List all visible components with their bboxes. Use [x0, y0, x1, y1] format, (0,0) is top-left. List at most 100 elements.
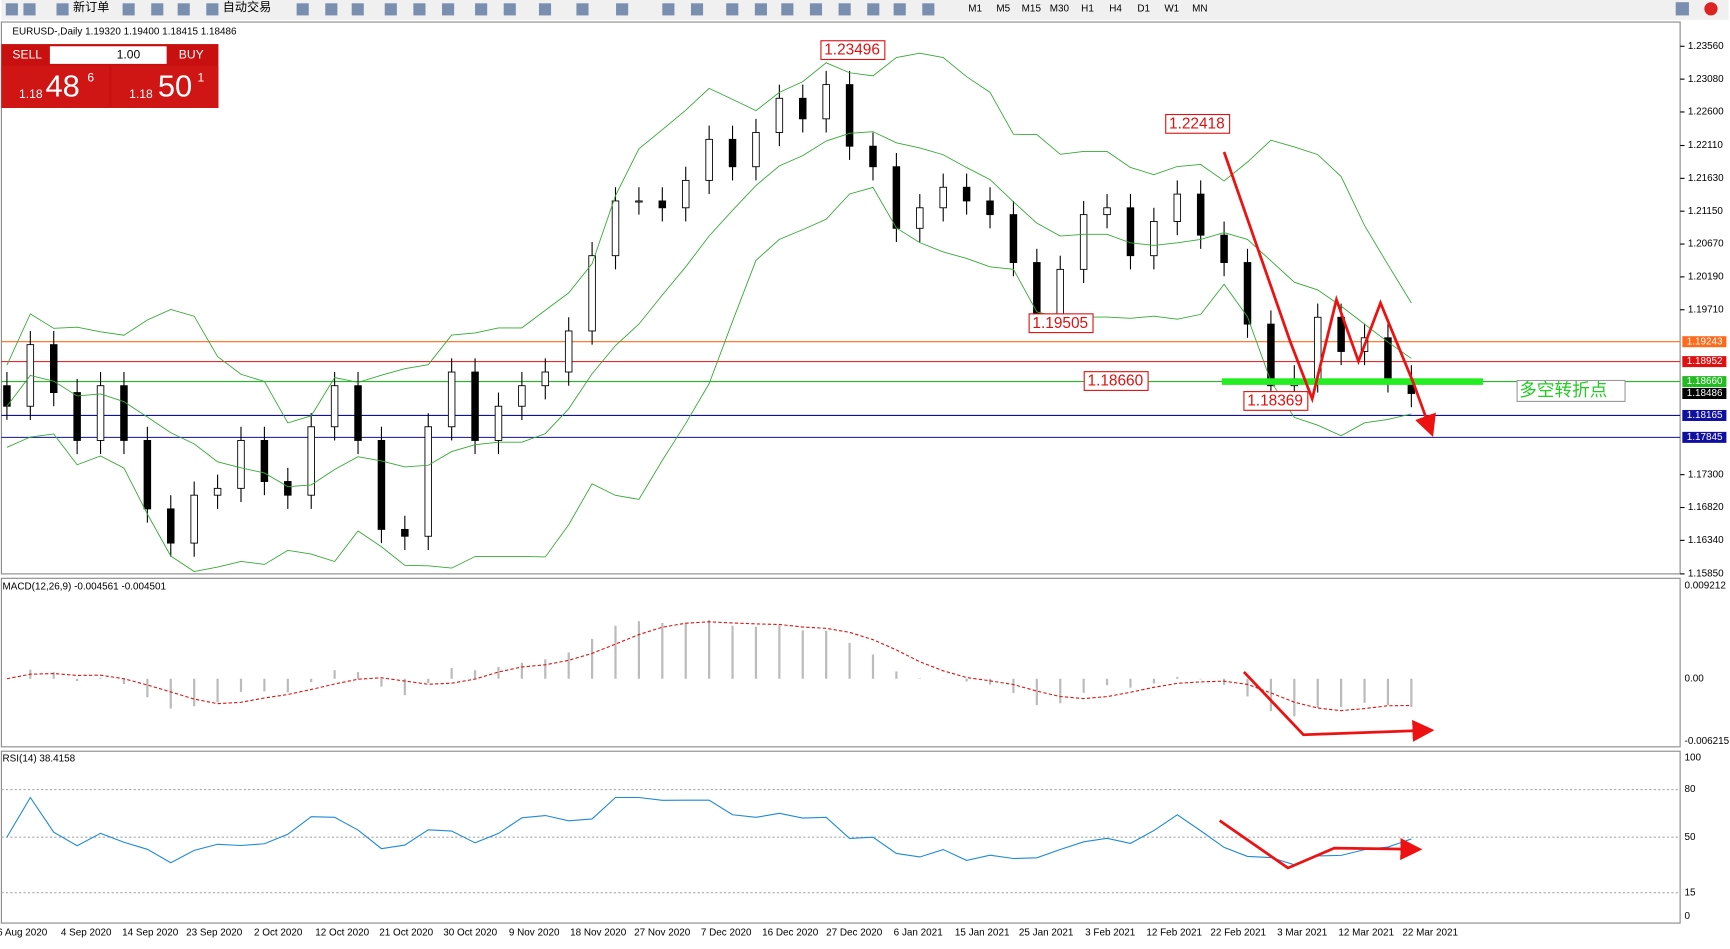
macd-bar — [1083, 679, 1085, 693]
new-order[interactable]: 新订单 — [73, 0, 109, 14]
rsi — [7, 797, 1411, 864]
candle-body — [1221, 235, 1228, 262]
macd-bar — [1106, 679, 1108, 685]
candle-body — [144, 440, 151, 508]
candle-body — [50, 345, 57, 393]
bid-big: 1.18 — [19, 87, 43, 101]
timeframe[interactable]: D1 — [1137, 3, 1150, 14]
macd-bar — [263, 679, 265, 692]
macd-bar — [1340, 679, 1342, 707]
macd — [7, 620, 1413, 716]
x-tick-label: 18 Nov 2020 — [570, 928, 627, 939]
timeframe[interactable]: M1 — [968, 3, 982, 14]
macd-bar — [848, 643, 850, 679]
arrows — [1220, 152, 1431, 868]
y-tick-label: 1.20670 — [1688, 239, 1724, 250]
x-tick-label: 30 Oct 2020 — [443, 928, 497, 939]
macd-bar — [427, 679, 429, 683]
macd-bar — [1246, 679, 1248, 697]
x-tick-label: 25 Jan 2021 — [1019, 928, 1074, 939]
macd-bar — [1036, 679, 1038, 705]
macd-bar — [802, 630, 804, 678]
candle-body — [167, 509, 174, 543]
macd-bar — [778, 625, 780, 679]
timeframe[interactable]: M5 — [996, 3, 1010, 14]
y-tick-label: 1.19710 — [1688, 304, 1724, 315]
candle-body — [542, 372, 549, 386]
macd-bar — [334, 670, 336, 679]
rsi-tick-label: 100 — [1685, 752, 1702, 763]
macd-bar — [1176, 677, 1178, 679]
x-tick-label: 27 Dec 2020 — [826, 928, 883, 939]
candle-body — [355, 386, 362, 441]
x-tick-label: 3 Mar 2021 — [1277, 928, 1328, 939]
buy-button[interactable]: BUY — [179, 47, 204, 61]
candle-body — [565, 331, 572, 372]
macd-tick-label: -0.006215 — [1685, 736, 1730, 747]
annotation: 1.19505 — [1032, 315, 1088, 332]
macd-bar — [755, 627, 757, 679]
macd-bar — [708, 620, 710, 679]
candle-body — [846, 85, 853, 147]
candle-body — [940, 187, 947, 208]
timeframe[interactable]: M15 — [1022, 3, 1042, 14]
y-tick-label: 1.21630 — [1688, 173, 1724, 184]
macd-bar — [568, 652, 570, 678]
macd-bar — [474, 670, 476, 679]
macd-bar — [872, 655, 874, 679]
x-tick-label: 7 Dec 2020 — [701, 928, 752, 939]
lot-input[interactable]: 1.00 — [117, 47, 141, 61]
y-tick-label: 1.21150 — [1688, 206, 1724, 217]
macd-bar — [216, 679, 218, 703]
timeframes: M1 M5 M15 M30 H1 H4 D1 W1 MN — [968, 3, 1207, 14]
ask-big: 1.18 — [129, 87, 153, 101]
candle-body — [1268, 324, 1275, 386]
level-label: 1.18165 — [1687, 410, 1723, 421]
trade-panel: SELL 1.00 BUY 1.18 48 6 1.18 50 1 — [1, 44, 218, 108]
candle-body — [261, 440, 268, 481]
x-tick-label: 22 Feb 2021 — [1210, 928, 1266, 939]
x-tick-label: 15 Jan 2021 — [955, 928, 1010, 939]
sell-button[interactable]: SELL — [12, 47, 42, 61]
level-label: 1.17845 — [1687, 432, 1723, 443]
x-tick-label: 16 Dec 2020 — [762, 928, 819, 939]
macd-bar — [1317, 679, 1319, 708]
candle-body — [659, 201, 666, 208]
candle-body — [893, 167, 900, 229]
auto-trading[interactable]: 自动交易 — [223, 0, 271, 14]
x-tick-label: 22 Mar 2021 — [1402, 928, 1458, 939]
macd-bar — [544, 659, 546, 678]
candle-body — [238, 440, 245, 488]
macd-bar — [661, 623, 663, 679]
main-panel — [1, 22, 1680, 574]
timeframe[interactable]: M30 — [1050, 3, 1070, 14]
annotation: 1.18660 — [1088, 373, 1144, 390]
macd-bar — [825, 631, 827, 679]
candle-body — [74, 393, 81, 441]
candle-body — [1057, 269, 1064, 317]
y-tick-label: 1.22600 — [1688, 107, 1724, 118]
candle-body — [612, 201, 619, 256]
macd-bar — [1129, 679, 1131, 688]
x-tick-label: 12 Oct 2020 — [315, 928, 369, 939]
x-tick-label: 12 Mar 2021 — [1338, 928, 1394, 939]
ask-main: 50 — [158, 68, 192, 103]
candle-body — [191, 495, 198, 543]
macd-bar — [1293, 679, 1295, 717]
timeframe[interactable]: MN — [1192, 3, 1207, 14]
candle-body — [799, 98, 806, 119]
candle-body — [1010, 215, 1017, 263]
candle-body — [331, 386, 338, 427]
annotation: 1.18369 — [1247, 393, 1303, 410]
pivot-note: 多空转折点 — [1519, 380, 1607, 400]
macd-bar — [497, 667, 499, 679]
candle-body — [519, 386, 526, 407]
macd-bar — [287, 679, 289, 693]
timeframe[interactable]: H1 — [1081, 3, 1094, 14]
candle-body — [636, 201, 643, 202]
timeframe[interactable]: W1 — [1164, 3, 1179, 14]
y-tick-label: 1.22110 — [1688, 140, 1724, 151]
timeframe[interactable]: H4 — [1109, 3, 1122, 14]
macd-bar — [146, 679, 148, 698]
y-tick-label: 1.23560 — [1688, 41, 1724, 52]
